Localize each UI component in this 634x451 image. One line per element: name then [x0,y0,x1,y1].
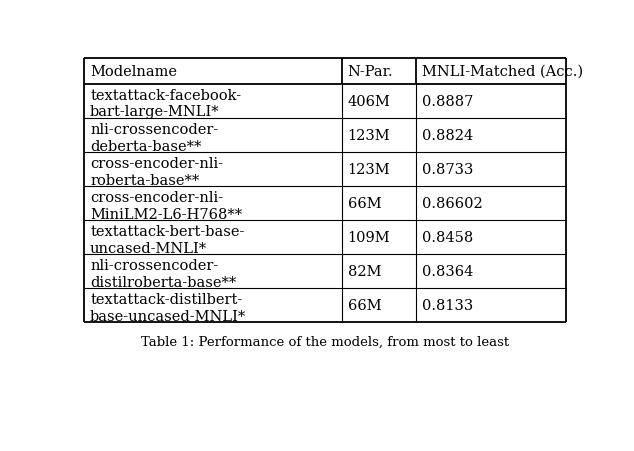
Text: textattack-facebook-
bart-large-MNLI*: textattack-facebook- bart-large-MNLI* [90,88,241,119]
Text: N-Par.: N-Par. [347,65,393,79]
Text: 0.8733: 0.8733 [422,162,474,176]
Text: 406M: 406M [347,94,391,108]
Text: Modelname: Modelname [90,65,177,79]
Text: nli-crossencoder-
deberta-base**: nli-crossencoder- deberta-base** [90,123,218,153]
Text: 109M: 109M [347,230,391,244]
Text: Table 1: Performance of the models, from most to least: Table 1: Performance of the models, from… [141,335,509,348]
Text: textattack-bert-base-
uncased-MNLI*: textattack-bert-base- uncased-MNLI* [90,225,245,255]
Text: 0.8133: 0.8133 [422,299,474,313]
Text: 0.8887: 0.8887 [422,94,474,108]
Text: 0.8458: 0.8458 [422,230,474,244]
Text: textattack-distilbert-
base-uncased-MNLI*: textattack-distilbert- base-uncased-MNLI… [90,293,247,323]
Text: 82M: 82M [347,265,381,279]
Text: nli-crossencoder-
distilroberta-base**: nli-crossencoder- distilroberta-base** [90,259,236,290]
Text: cross-encoder-nli-
MiniLM2-L6-H768**: cross-encoder-nli- MiniLM2-L6-H768** [90,191,242,221]
Text: 123M: 123M [347,162,391,176]
Text: 0.8824: 0.8824 [422,129,474,143]
Text: 0.8364: 0.8364 [422,265,474,279]
Text: 66M: 66M [347,299,381,313]
Text: 123M: 123M [347,129,391,143]
Text: cross-encoder-nli-
roberta-base**: cross-encoder-nli- roberta-base** [90,156,223,187]
Text: 0.86602: 0.86602 [422,197,483,211]
Text: MNLI-Matched (Acc.): MNLI-Matched (Acc.) [422,65,583,79]
Text: 66M: 66M [347,197,381,211]
